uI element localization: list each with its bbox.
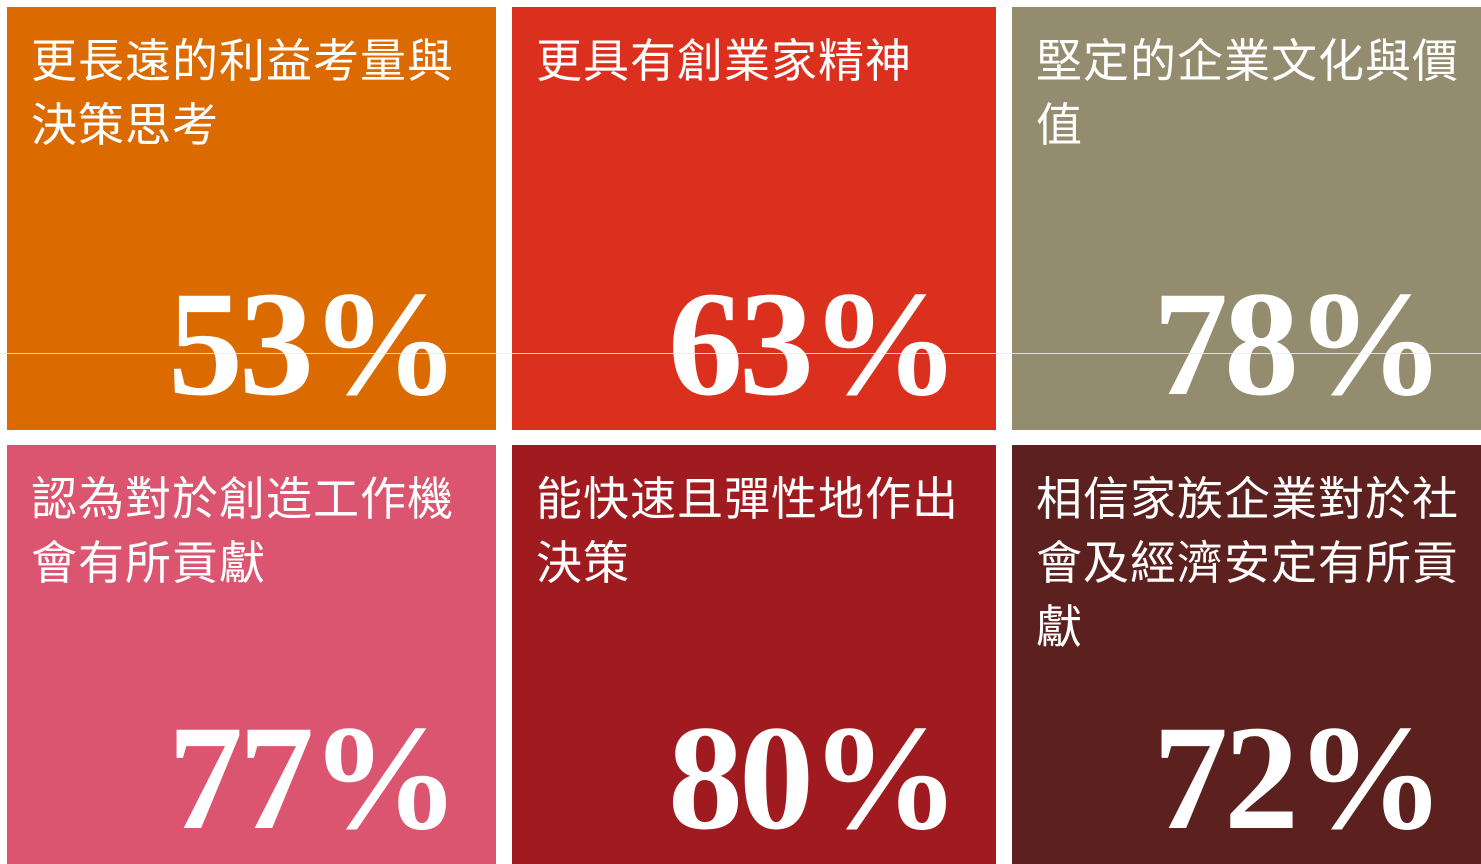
tile-value: 78% (1153, 261, 1445, 427)
tile-value: 53% (168, 261, 460, 427)
tile-label: 相信家族企業對於社會及經濟安定有所貢獻 (1036, 472, 1459, 654)
tile-value: 80% (668, 695, 960, 861)
tile-value: 72% (1153, 695, 1445, 861)
tile-label: 更具有創業家精神 (536, 34, 912, 88)
tile-value: 63% (668, 261, 960, 427)
stat-tile: 更長遠的利益考量與決策思考 53% (7, 7, 496, 430)
stat-tile: 更具有創業家精神 63% (512, 7, 996, 430)
stat-tile: 相信家族企業對於社會及經濟安定有所貢獻 72% (1012, 445, 1481, 864)
tile-label: 更長遠的利益考量與決策思考 (31, 34, 454, 152)
tile-label: 認為對於創造工作機會有所貢獻 (31, 472, 454, 590)
divider-line (0, 353, 1481, 354)
tile-label: 堅定的企業文化與價值 (1036, 34, 1459, 152)
tile-value: 77% (168, 695, 460, 861)
stat-tile: 能快速且彈性地作出決策 80% (512, 445, 996, 864)
stat-tile: 堅定的企業文化與價值 78% (1012, 7, 1481, 430)
stat-tile: 認為對於創造工作機會有所貢獻 77% (7, 445, 496, 864)
tile-label: 能快速且彈性地作出決策 (536, 472, 959, 590)
